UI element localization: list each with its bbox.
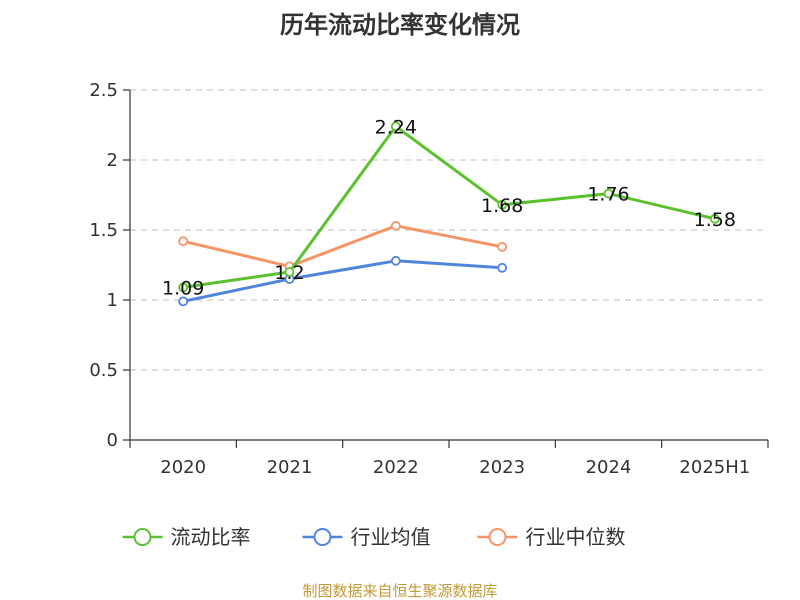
- data-label-0-3: 1.68: [481, 195, 523, 217]
- y-tick-label-2: 1: [107, 290, 118, 311]
- series-0-point-4: [603, 188, 614, 199]
- x-tick-label-0: 2020: [160, 457, 206, 478]
- series-1-point-3: [497, 262, 508, 273]
- x-tick-label-2: 2022: [373, 457, 419, 478]
- source-note: 制图数据来自恒生聚源数据库: [302, 582, 497, 600]
- legend-marker-2: [488, 528, 507, 546]
- series-0-point-0: [178, 282, 189, 293]
- x-tick-label-1: 2021: [267, 457, 313, 478]
- series-line-1: [182, 259, 503, 303]
- y-tick-label-1: 0.5: [89, 360, 118, 381]
- series-line-2: [182, 224, 503, 268]
- series-layer: [178, 121, 720, 307]
- legend: 流动比率 行业均值 行业中位数: [122, 525, 626, 549]
- legend-marker-0: [133, 528, 152, 546]
- y-tick-label-5: 2.5: [89, 80, 118, 101]
- series-0-point-3: [497, 199, 508, 210]
- series-0-point-1: [284, 267, 295, 277]
- legend-label-2: 行业中位数: [526, 525, 626, 549]
- series-2-point-0: [178, 236, 189, 247]
- series-2-point-3: [497, 241, 508, 252]
- legend-label-1: 行业均值: [351, 525, 431, 549]
- data-label-0-5: 1.58: [694, 209, 736, 231]
- data-label-0-4: 1.76: [587, 184, 629, 206]
- y-tick-label-0: 0: [107, 430, 118, 451]
- series-1-point-2: [390, 255, 401, 266]
- chart-title: 历年流动比率变化情况: [280, 11, 520, 39]
- legend-label-0: 流动比率: [171, 525, 251, 549]
- series-line-0: [182, 124, 716, 289]
- data-label-0-0: 1.09: [162, 277, 204, 299]
- x-tick-label-4: 2024: [586, 457, 632, 478]
- series-2-point-2: [390, 220, 401, 231]
- label-layer: 1.09 1.2 2.24 1.68 1.76 1.58: [162, 116, 736, 299]
- x-tick-label-3: 2023: [479, 457, 525, 478]
- legend-marker-1: [313, 528, 332, 546]
- grid-layer: [130, 89, 768, 371]
- series-0-point-5: [709, 213, 720, 224]
- data-label-0-2: 2.24: [375, 116, 417, 138]
- series-0-point-2: [390, 121, 401, 132]
- axis-layer: 0 0.5 1 1.5 2 2.5 2020 2021 2022 2023 2024 2025H1: [89, 80, 769, 478]
- x-tick-label-5: 2025H1: [679, 457, 750, 478]
- series-1-point-0: [178, 296, 189, 307]
- y-tick-label-3: 1.5: [89, 220, 118, 241]
- y-tick-label-4: 2: [107, 150, 118, 171]
- data-label-0-1: 1.2: [274, 262, 304, 284]
